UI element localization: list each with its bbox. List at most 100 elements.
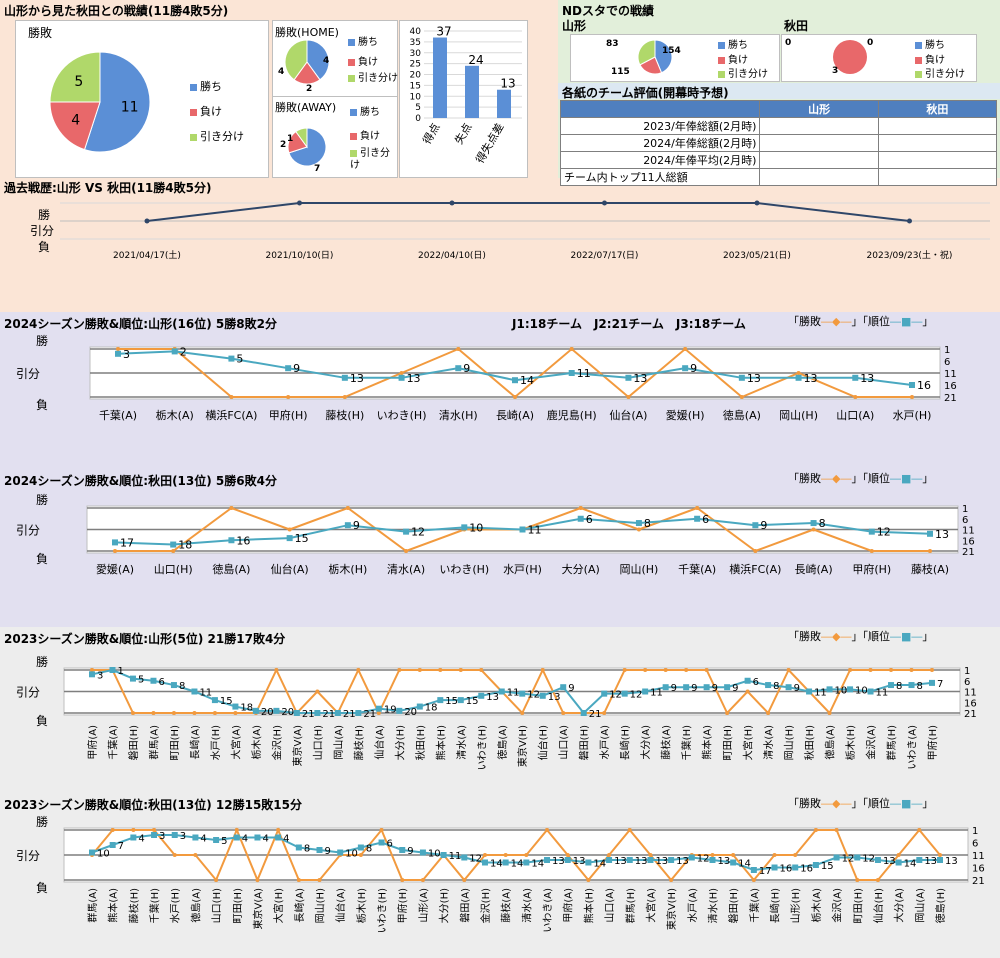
result-point xyxy=(315,689,320,694)
rank-value-label: 13 xyxy=(633,372,647,385)
history-point xyxy=(144,218,150,224)
rank-point xyxy=(151,832,158,838)
result-point xyxy=(345,506,350,510)
nd-akita-legend-win: 勝ち xyxy=(915,36,945,51)
x-tick-label: 仙台(A) xyxy=(373,725,386,760)
rank-value-label: 13 xyxy=(548,692,561,703)
pie-slice xyxy=(654,40,672,74)
rank-point xyxy=(688,854,695,861)
rank-point xyxy=(694,515,701,522)
x-tick-label: 山口(A) xyxy=(604,888,616,923)
rank-point xyxy=(275,834,282,841)
rank-value-label: 15 xyxy=(220,696,233,707)
y-tick-label: 35 xyxy=(410,38,421,48)
rank-point xyxy=(519,690,526,697)
y-tick-label: 20 xyxy=(410,71,422,81)
rank-value-label: 13 xyxy=(350,372,364,385)
y-axis-label: 負 xyxy=(36,552,48,566)
result-line xyxy=(92,667,932,716)
rank-tick-label: 1 xyxy=(962,504,968,515)
result-point xyxy=(420,878,425,882)
result-point xyxy=(286,395,291,399)
rank-point xyxy=(564,857,571,863)
rank-value-label: 20 xyxy=(281,707,294,718)
x-tick-label: いわき(H) xyxy=(377,888,389,933)
rank-point xyxy=(314,710,321,716)
result-point xyxy=(116,347,120,351)
rank-value-label: 3 xyxy=(180,831,186,842)
history-point xyxy=(602,200,607,206)
nd-yamagata-legend-win: 勝ち xyxy=(718,36,748,51)
y-axis-label: 負 xyxy=(36,714,48,728)
rank-value-label: 3 xyxy=(159,831,165,842)
y-axis-label: 引分 xyxy=(16,686,40,700)
result-point xyxy=(813,828,818,832)
rank-value-label: 2 xyxy=(180,345,187,358)
x-tick-label: 熊本(A) xyxy=(701,725,714,760)
rank-point xyxy=(927,530,933,537)
rank-value-label: 7 xyxy=(937,679,943,690)
rank-value-label: 8 xyxy=(644,517,651,530)
rank-tick-label: 1 xyxy=(972,826,978,837)
result-point xyxy=(669,878,674,882)
nd-akita-panel xyxy=(781,34,977,82)
rank-value-label: 13 xyxy=(935,528,949,541)
rank-value-label: 11 xyxy=(650,688,663,699)
x-tick-label: 磐田(H) xyxy=(727,888,740,923)
rank-value-label: 8 xyxy=(304,844,310,855)
result-point xyxy=(766,711,771,715)
rank-value-label: 12 xyxy=(527,690,540,701)
x-tick-label: 栃木(A) xyxy=(156,408,194,422)
x-tick-label: 金沢(A) xyxy=(865,725,878,760)
x-tick-label: 大宮(A) xyxy=(229,725,242,760)
result-point xyxy=(255,878,260,882)
rank-value-label: 21 xyxy=(302,709,315,720)
rank-point xyxy=(785,684,792,691)
nd-yamagata-pie xyxy=(638,40,672,74)
rank-value-label: 18 xyxy=(425,703,438,714)
rank-point xyxy=(399,847,406,853)
x-tick-label: 栃木(A) xyxy=(250,725,263,760)
result-point xyxy=(731,853,736,857)
rank-point xyxy=(129,675,136,682)
result-point xyxy=(834,828,839,832)
rank-point xyxy=(519,526,526,533)
result-point xyxy=(896,853,901,857)
result-point xyxy=(234,828,239,832)
rank-point xyxy=(109,667,116,673)
eval-row-label: 2023/年俸総額(2月時) xyxy=(559,117,761,135)
rank-point xyxy=(568,370,575,376)
eval-cell xyxy=(759,134,879,152)
rank-value-label: 14 xyxy=(520,374,534,387)
rank-point xyxy=(682,365,689,372)
rank-value-label: 13 xyxy=(573,856,586,867)
x-tick-label: 栃木(A) xyxy=(810,888,823,923)
result-point xyxy=(356,668,361,672)
x-tick-label: 大分(A) xyxy=(639,725,652,760)
rank-point xyxy=(585,859,592,866)
result-point xyxy=(296,878,301,882)
x-tick-label: 藤枝(A) xyxy=(911,562,949,576)
rank-point xyxy=(478,692,485,699)
history-point xyxy=(754,200,760,206)
x-tick-label: 岡山(A) xyxy=(333,725,345,760)
summary-title: 山形から見た秋田との戦績(11勝4敗5分) xyxy=(4,4,229,18)
rank-value-label: 20 xyxy=(261,707,274,718)
rank-point xyxy=(738,374,745,381)
result-point xyxy=(545,828,550,832)
rank-value-label: 12 xyxy=(697,854,710,865)
rank-point xyxy=(683,684,690,691)
result-point xyxy=(938,853,942,857)
rank-point xyxy=(461,854,468,861)
pie-slice xyxy=(833,40,867,74)
x-tick-label: 栃木(H) xyxy=(844,725,857,760)
pie-slice xyxy=(83,52,150,152)
x-tick-label: 山口(A) xyxy=(558,725,570,760)
season-2024-akita-title: 2024シーズン勝敗&順位:秋田(13位) 5勝6敗4分 xyxy=(4,474,277,488)
x-tick-label: 大分(H) xyxy=(393,725,406,760)
rank-point xyxy=(868,528,875,535)
history-line xyxy=(146,202,910,222)
eval-cell xyxy=(759,117,879,135)
bar xyxy=(465,65,479,118)
rank-point xyxy=(810,520,817,527)
